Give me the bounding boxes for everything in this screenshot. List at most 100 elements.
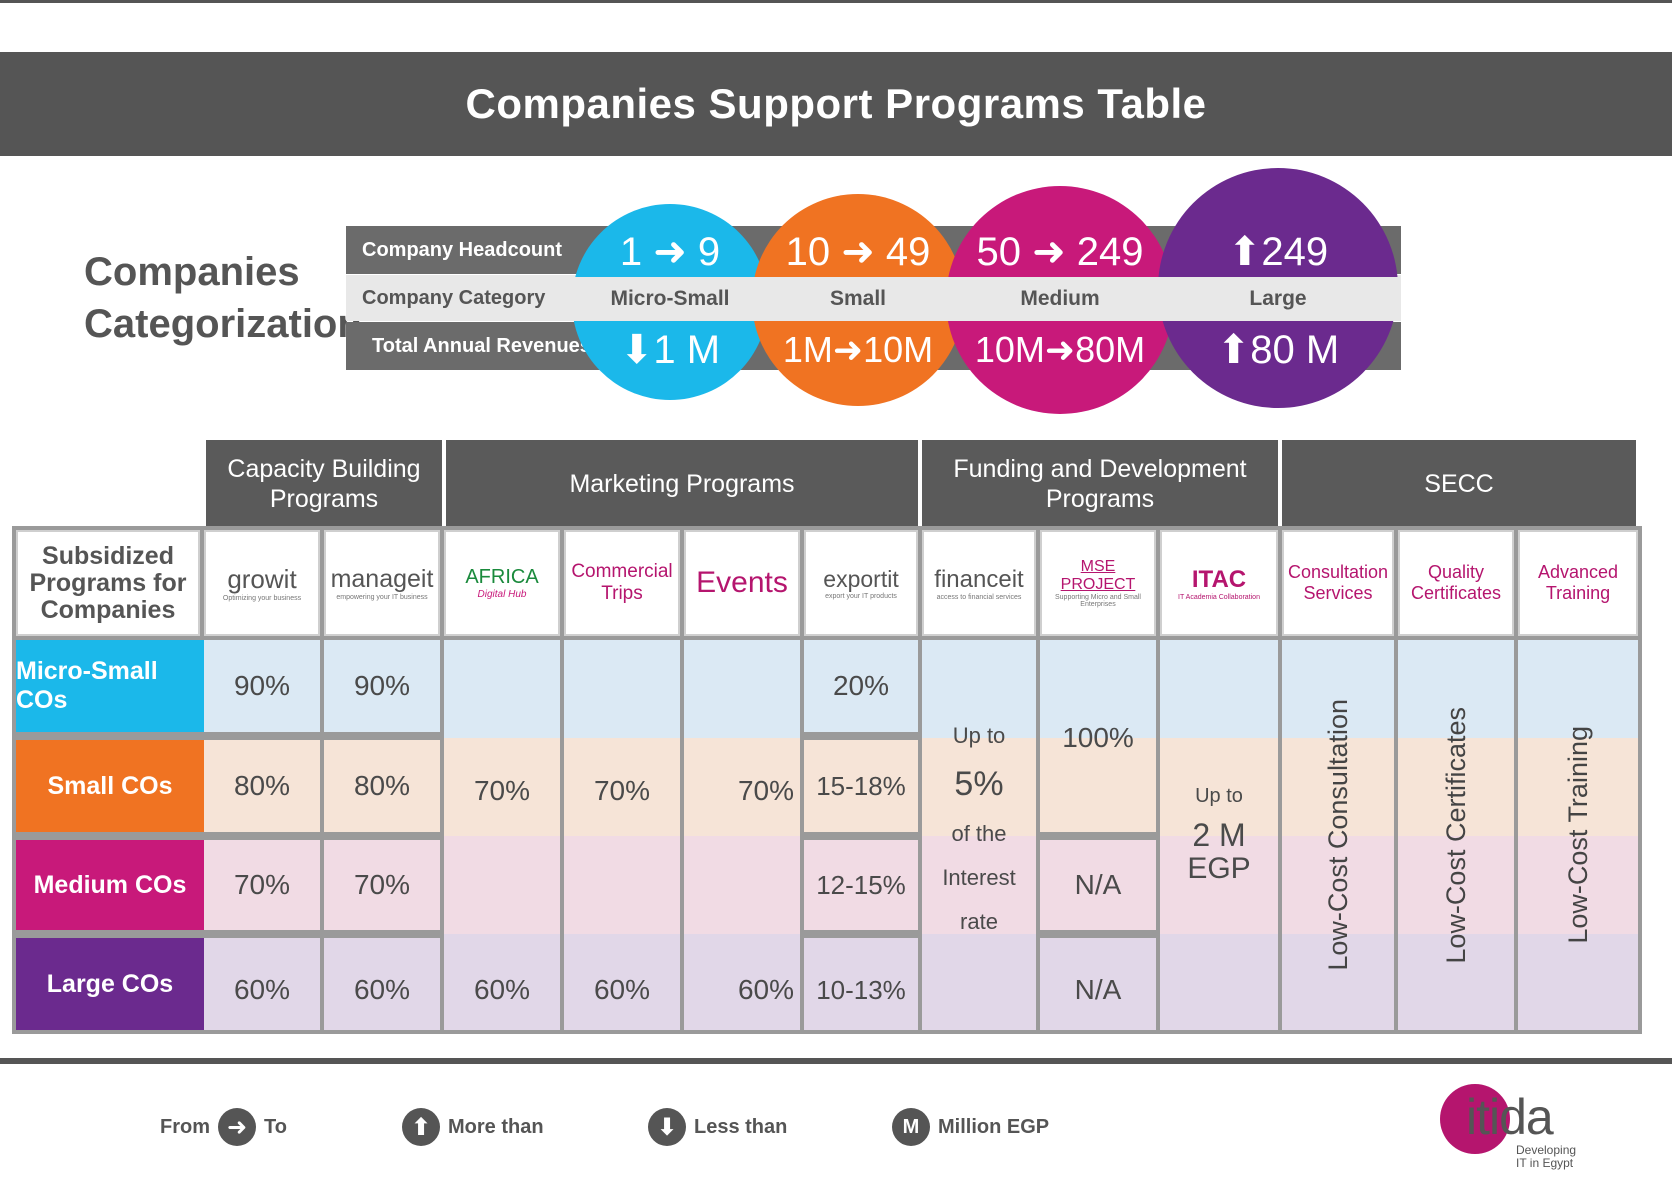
exportit-logo: exportit — [823, 566, 899, 592]
col-sep — [1278, 640, 1282, 1030]
legend-to-label: To — [264, 1115, 287, 1138]
legend-from-to: From ➜ To — [160, 1106, 287, 1148]
medium-headcount: 50 ➜ 249 — [976, 230, 1144, 274]
medium-revenue: 10M➜80M — [974, 329, 1146, 370]
program-events: Events — [684, 530, 800, 636]
cell-medium-growit: 70% — [233, 869, 291, 900]
financeit-logo: financeit — [934, 565, 1024, 593]
cell-small-africa: 70% — [473, 775, 531, 806]
mse-tagline: Supporting Micro and Small Enterprises — [1055, 594, 1141, 608]
program-consultation-services: Consultation Services — [1282, 530, 1394, 636]
cell-small-trips: 70% — [593, 775, 651, 806]
col-sep — [800, 640, 804, 1030]
financeit-line2: 5% — [954, 765, 1004, 803]
headcount-label: Company Headcount — [362, 238, 563, 261]
corner-label: Subsidized Programs for Companies — [16, 530, 200, 636]
micro-small-revenue: ⬇1 M — [619, 328, 721, 372]
cell-large-africa: 60% — [473, 974, 531, 1005]
medium-category: Medium — [1020, 287, 1100, 310]
row-sep — [804, 732, 918, 740]
group-funding: Funding and Development Programs — [922, 440, 1278, 528]
program-commercial-trips: Commercial Trips — [564, 530, 680, 636]
program-manageit: manageit empowering your IT business — [324, 530, 440, 636]
financeit-tagline: access to financial services — [936, 593, 1022, 601]
page-title: Companies Support Programs Table — [0, 52, 1672, 156]
mse-logo: MSE PROJECT — [1060, 558, 1136, 593]
itac-tagline: IT Academia Collaboration — [1178, 593, 1260, 601]
cell-medium-manageit: 70% — [353, 869, 411, 900]
africa-tagline: Digital Hub — [477, 589, 527, 600]
financeit-line3: of the — [951, 821, 1007, 846]
million-icon: M — [892, 1108, 930, 1146]
itac-line2: 2 M — [1192, 817, 1246, 853]
legend-from-label: From — [160, 1115, 210, 1138]
row-sep — [1040, 832, 1156, 840]
legend-more-than: ⬆ More than — [394, 1106, 544, 1148]
itida-logo-circle — [1440, 1084, 1510, 1154]
legend-less-than-label: Less than — [694, 1115, 788, 1138]
micro-small-category: Micro-Small — [610, 287, 730, 310]
manageit-tagline: empowering your IT business — [336, 594, 428, 601]
row-sep — [16, 832, 440, 840]
itac-line1: Up to — [1195, 785, 1243, 807]
mse-large: N/A — [1074, 974, 1122, 1005]
row-sep — [16, 732, 440, 740]
legend-more-than-label: More than — [448, 1115, 544, 1138]
col-sep — [1514, 640, 1518, 1030]
cell-large-exportit: 10-13% — [816, 974, 906, 1005]
itida-tagline: Developing IT in Egypt — [1516, 1144, 1576, 1170]
growit-tagline: Optimizing your business — [222, 595, 302, 602]
africa-logo: AFRICA — [465, 566, 539, 588]
row-sep — [804, 832, 918, 840]
secc-training: Low-Cost Training — [1518, 660, 1638, 1010]
itida-tagline-line2: IT in Egypt — [1516, 1156, 1574, 1170]
mse-medium: N/A — [1074, 869, 1122, 900]
row-sep — [1040, 930, 1156, 938]
program-africa: AFRICA Digital Hub — [444, 530, 560, 636]
growit-logo: growit — [227, 564, 297, 594]
secc-certificates-text: Low-Cost Certificates — [1440, 706, 1471, 964]
legend-million: M Million EGP — [884, 1106, 1049, 1148]
secc-consultation: Low-Cost Consultation — [1282, 660, 1394, 1010]
footer-rule — [0, 1058, 1672, 1064]
program-advanced-training: Advanced Training — [1518, 530, 1638, 636]
row-sep — [16, 930, 440, 938]
group-marketing: Marketing Programs — [446, 440, 918, 528]
secc-consultation-text: Low-Cost Consultation — [1322, 699, 1353, 971]
mse-micro-small: 100% — [1062, 722, 1134, 753]
financeit-line4: Interest — [942, 865, 1016, 890]
row-label-large: Large COs — [16, 938, 204, 1030]
program-financeit: financeit access to financial services — [922, 530, 1036, 636]
small-headcount: 10 ➜ 49 — [785, 230, 931, 274]
col-sep — [680, 640, 684, 1030]
cell-small-manageit: 80% — [353, 770, 411, 801]
arrow-up-icon: ⬆ — [402, 1108, 440, 1146]
top-rule — [0, 0, 1672, 3]
row-label-micro-small: Micro-Small COs — [16, 640, 204, 732]
small-category: Small — [829, 287, 887, 310]
row-sep — [804, 930, 918, 938]
cell-large-manageit: 60% — [353, 974, 411, 1005]
arrow-right-icon: ➜ — [218, 1108, 256, 1146]
exportit-tagline: export your IT products — [825, 593, 897, 600]
secc-training-text: Low-Cost Training — [1562, 726, 1593, 944]
large-category: Large — [1249, 287, 1307, 310]
itac-merged-cell: Up to 2 M EGP — [1160, 774, 1278, 904]
program-itac: ITAC IT Academia Collaboration — [1160, 530, 1278, 636]
group-secc: SECC — [1282, 440, 1636, 528]
large-headcount: ⬆249 — [1227, 230, 1329, 274]
itac-line3: EGP — [1187, 852, 1251, 885]
cell-medium-exportit: 12-15% — [816, 869, 906, 900]
secc-certificates: Low-Cost Certificates — [1398, 660, 1514, 1010]
group-capacity-building: Capacity Building Programs — [206, 440, 442, 528]
financeit-merged-cell: Up to 5% of the Interest rate — [922, 716, 1036, 946]
col-sep — [1394, 640, 1398, 1030]
cell-small-exportit: 15-18% — [816, 770, 906, 801]
col-sep — [918, 640, 922, 1030]
itac-logo: ITAC — [1191, 565, 1247, 593]
small-revenue: 1M➜10M — [782, 329, 934, 370]
cell-micro-growit: 90% — [233, 670, 291, 701]
cell-large-growit: 60% — [233, 974, 291, 1005]
cell-large-events: 60% — [737, 974, 794, 1005]
arrow-down-icon: ⬇ — [648, 1108, 686, 1146]
